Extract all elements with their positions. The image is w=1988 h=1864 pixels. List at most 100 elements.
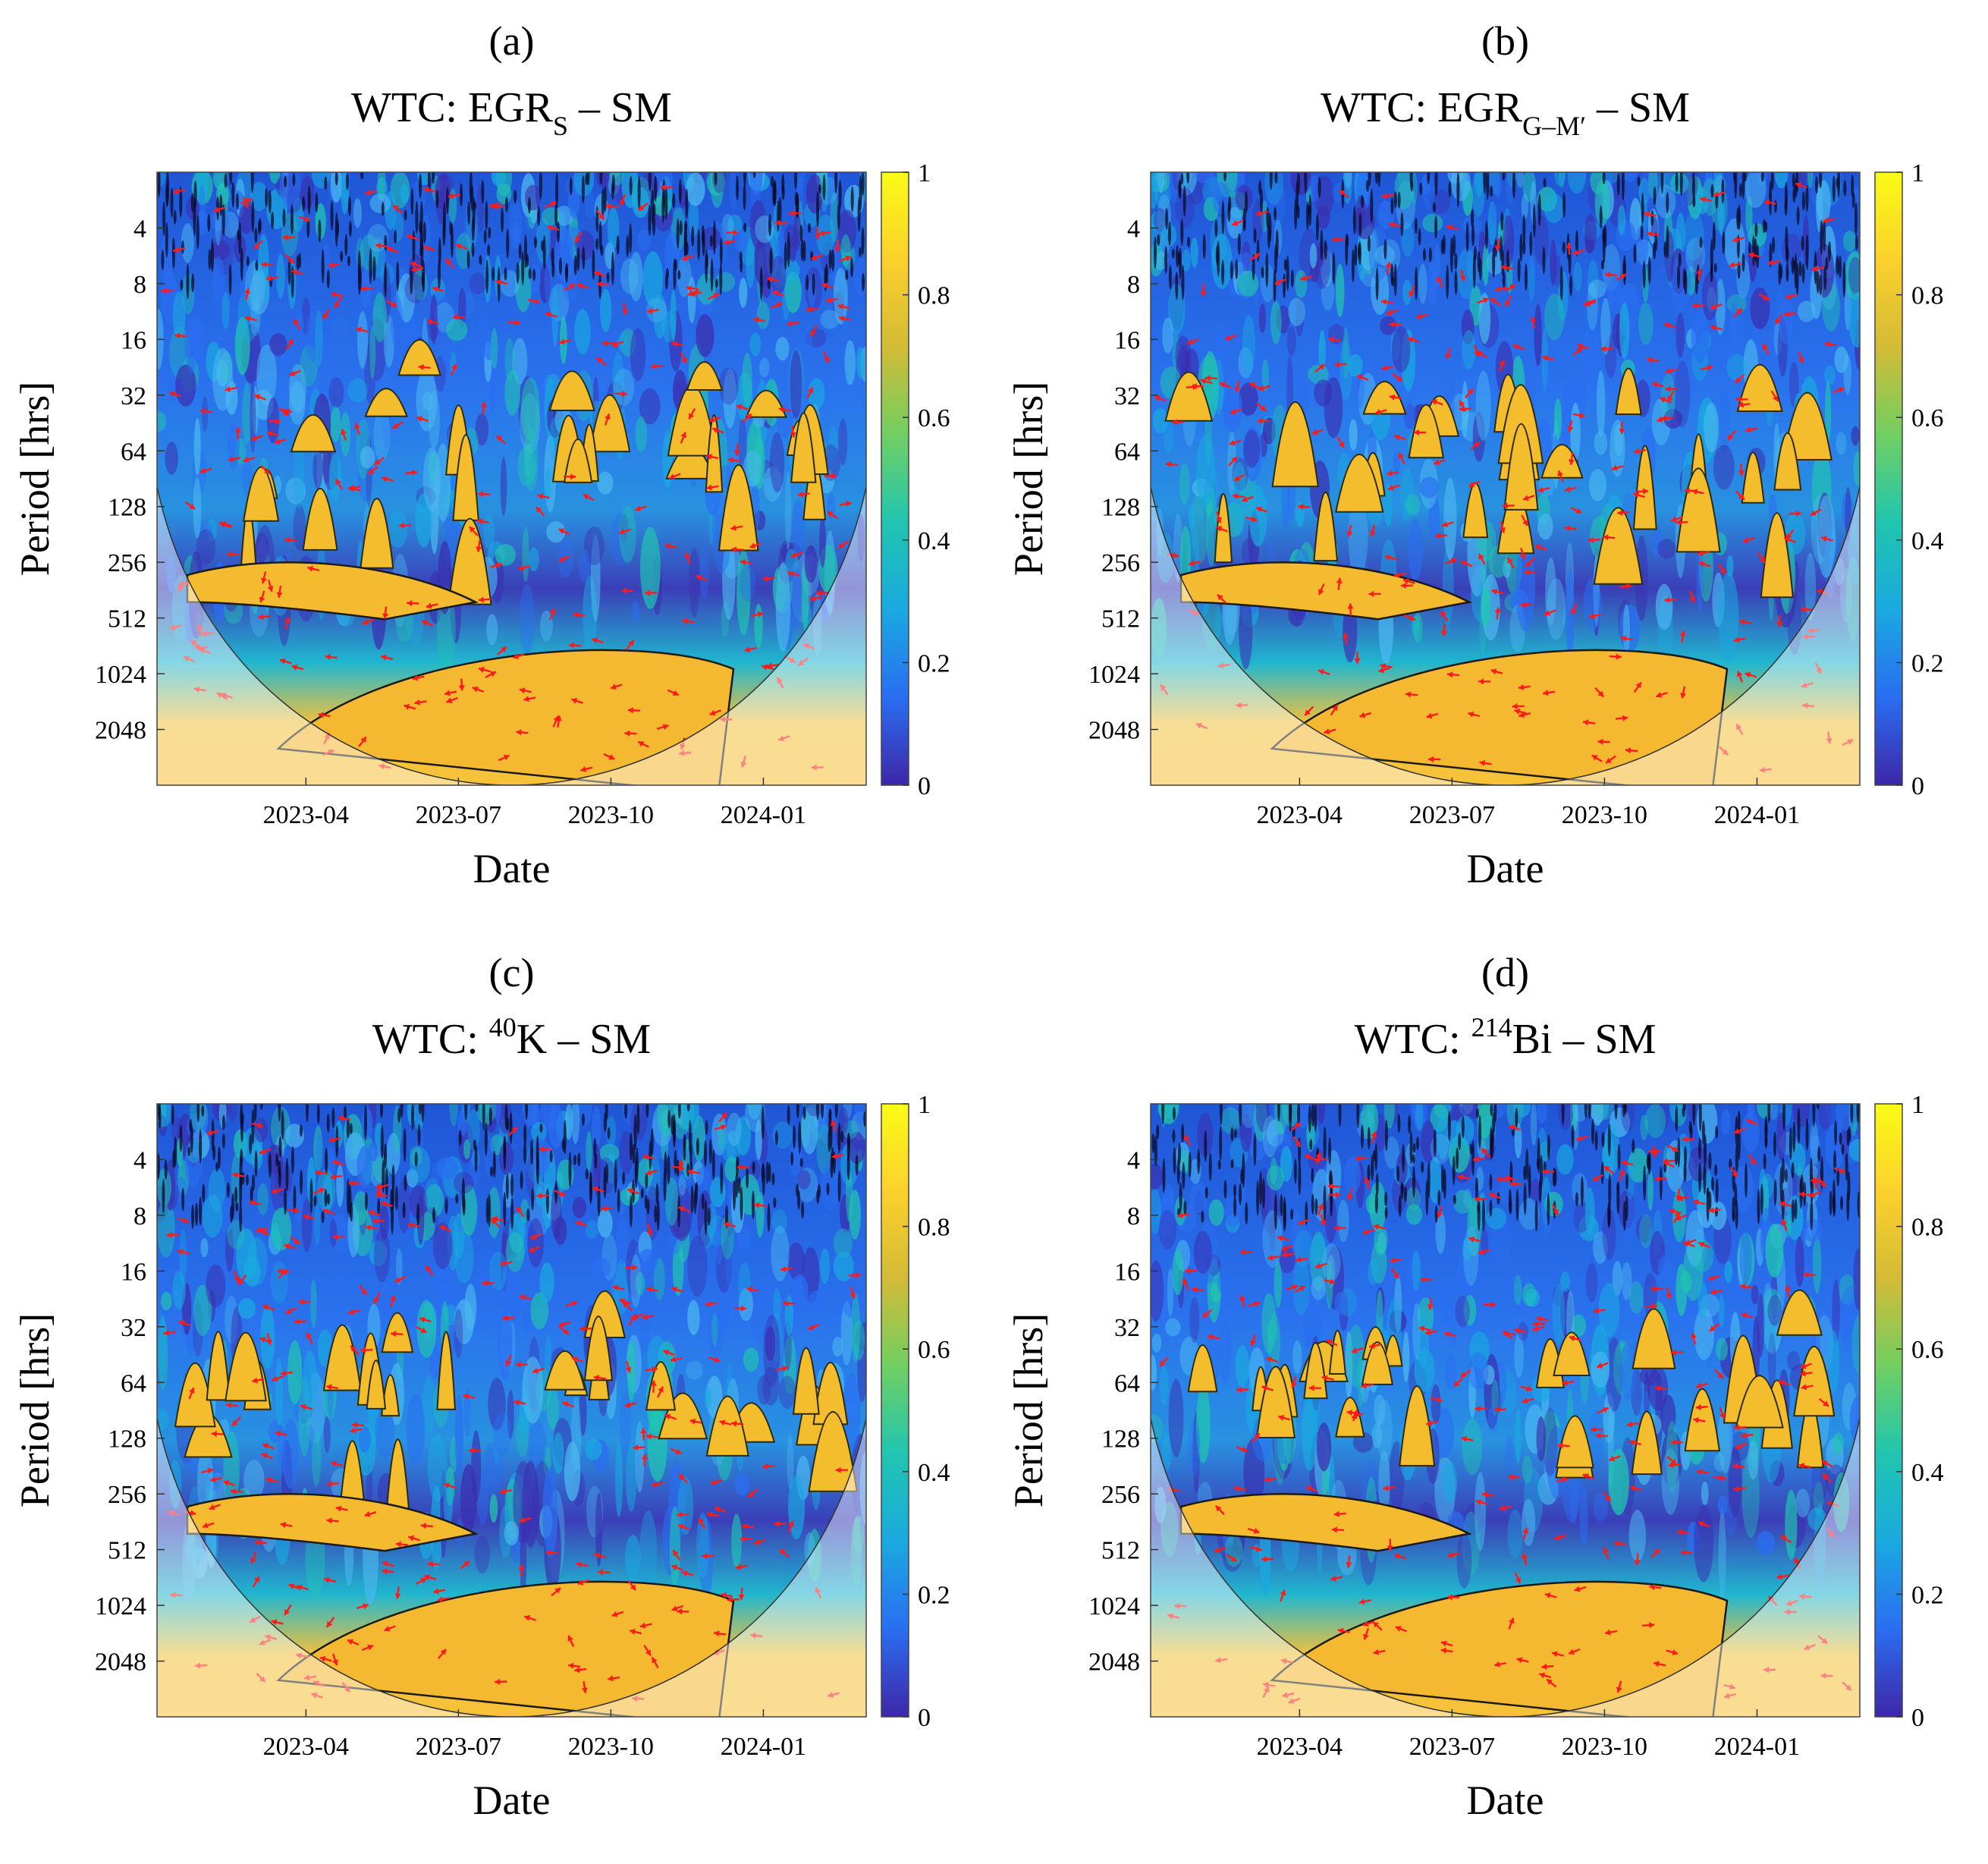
- y-tick-label: 32: [1114, 1314, 1140, 1342]
- colorbar: [1874, 1103, 1903, 1718]
- colorbar-tick-label: 0.4: [918, 1459, 950, 1487]
- y-tick-label: 256: [1101, 549, 1140, 577]
- cone-of-influence: [157, 1418, 866, 1717]
- wtc-chart: (d) WTC: 214Bi – SM 4 8 16 32 64 128 256 512 1024 2…: [1006, 950, 1944, 1823]
- coherence-map: [1151, 1104, 1860, 1717]
- colorbar-tick-label: 0.4: [1911, 1459, 1944, 1487]
- panel-label: (b): [1481, 18, 1529, 64]
- y-tick-label: 512: [108, 605, 146, 633]
- colorbar-tick-label: 0.2: [1911, 649, 1944, 677]
- x-tick-label: 2024-01: [1714, 1733, 1800, 1761]
- x-tick-label: 2023-07: [416, 801, 501, 829]
- chart-title: WTC: EGRS – SM: [351, 84, 672, 141]
- panel-b: (b) WTC: EGRG–M′ – SM 4 8 16 32 64 128 256 512 102…: [994, 0, 1987, 932]
- y-tick-label: 16: [1114, 1258, 1140, 1286]
- x-tick-label: 2023-07: [1409, 801, 1495, 829]
- y-tick-label: 32: [121, 382, 146, 410]
- y-tick-label: 4: [133, 1146, 146, 1174]
- x-tick-label: 2023-07: [416, 1733, 501, 1761]
- y-tick-label: 64: [1114, 438, 1140, 466]
- x-tick-label: 2023-10: [568, 801, 654, 829]
- colorbar-tick-label: 0.8: [918, 282, 950, 310]
- cone-of-influence: [1151, 1418, 1860, 1717]
- colorbar-tick-label: 0: [918, 772, 931, 800]
- coherence-map: [157, 172, 866, 785]
- x-tick-label: 2023-04: [1257, 801, 1343, 829]
- x-tick-label: 2023-07: [1409, 1733, 1495, 1761]
- x-tick-label: 2024-01: [721, 801, 806, 829]
- colorbar-tick-label: 0.8: [1911, 282, 1944, 310]
- y-tick-label: 16: [121, 326, 146, 354]
- phase-arrows: [163, 1111, 861, 1702]
- y-tick-label: 8: [133, 1202, 146, 1231]
- chart-title: WTC: EGRG–M′ – SM: [1321, 84, 1690, 141]
- x-tick-label: 2023-04: [263, 1733, 349, 1761]
- phase-arrows: [161, 184, 852, 772]
- chart-title: WTC: 40K – SM: [372, 1012, 651, 1063]
- colorbar-tick-label: 0.2: [918, 1581, 950, 1609]
- x-tick-label: 2023-04: [1257, 1733, 1343, 1761]
- y-tick-label: 8: [1127, 271, 1140, 299]
- y-tick-label: 64: [121, 438, 146, 466]
- y-tick-label: 2048: [1088, 1649, 1140, 1677]
- y-tick-label: 256: [108, 1481, 146, 1509]
- coherence-band: [276, 649, 735, 785]
- colorbar-tick-label: 1: [1911, 1091, 1924, 1119]
- colorbar-tick-label: 1: [918, 159, 931, 187]
- x-tick-label: 2023-10: [568, 1733, 654, 1761]
- x-tick-label: 2023-04: [263, 801, 349, 829]
- cone-of-influence: [157, 486, 866, 785]
- colorbar-tick-label: 0.6: [918, 1336, 950, 1364]
- colorbar-tick-label: 0.6: [1911, 1336, 1944, 1364]
- y-axis-label: Period [hrs]: [12, 382, 58, 576]
- colorbar-tick-label: 0.6: [918, 404, 950, 432]
- colorbar-tick-label: 0.4: [1911, 527, 1944, 555]
- wtc-chart: (b)WTC: EGRG–M′ – SM48163264128256512102…: [1006, 18, 1944, 891]
- y-tick-label: 64: [121, 1369, 146, 1397]
- cone-of-influence: [1151, 486, 1860, 785]
- phase-arrows: [1154, 182, 1854, 773]
- x-tick-label: 2023-10: [1562, 801, 1647, 829]
- colorbar-tick-label: 0.2: [1911, 1581, 1944, 1609]
- y-tick-label: 1024: [1088, 661, 1140, 689]
- colorbar-tick-label: 0.4: [918, 527, 950, 555]
- x-tick-label: 2023-10: [1562, 1733, 1647, 1761]
- colorbar-tick-label: 0.6: [1911, 404, 1944, 432]
- y-tick-label: 512: [1101, 1537, 1140, 1565]
- y-tick-label: 8: [1127, 1202, 1140, 1231]
- y-tick-label: 64: [1114, 1369, 1140, 1397]
- coherence-band: [1270, 649, 1729, 785]
- panel-label: (c): [489, 950, 535, 995]
- coherence-band: [276, 1580, 735, 1717]
- y-tick-label: 128: [108, 494, 146, 522]
- panel-c: (c) WTC: 40K – SM 4 8 16 32 64 128 256 512 1024 204…: [0, 932, 994, 1863]
- x-axis-label: Date: [1467, 846, 1544, 891]
- y-tick-label: 4: [133, 215, 146, 243]
- y-tick-label: 256: [1101, 1481, 1140, 1509]
- wtc-chart: (a) WTC: EGRS – SM 4 8 16 32 64 128 256 512 1024 20…: [12, 18, 950, 891]
- coherence-map: [1151, 172, 1860, 785]
- y-tick-label: 4: [1127, 1146, 1140, 1174]
- chart-title: WTC: 214Bi – SM: [1355, 1012, 1657, 1063]
- y-tick-label: 32: [1114, 382, 1140, 410]
- y-tick-label: 128: [1101, 494, 1140, 522]
- x-tick-label: 2024-01: [1714, 801, 1800, 829]
- y-tick-label: 32: [121, 1314, 146, 1342]
- y-tick-label: 1024: [95, 1592, 146, 1620]
- x-axis-label: Date: [1467, 1778, 1544, 1823]
- y-tick-label: 128: [1101, 1426, 1140, 1454]
- colorbar: [881, 171, 909, 786]
- panel-d: (d) WTC: 214Bi – SM 4 8 16 32 64 128 256 512 1024 2…: [994, 932, 1987, 1863]
- x-axis-label: Date: [473, 846, 551, 891]
- colorbar-tick-label: 0: [918, 1704, 931, 1732]
- x-axis-label: Date: [473, 1778, 551, 1823]
- colorbar-tick-label: 0.8: [918, 1214, 950, 1242]
- y-tick-label: 1024: [95, 661, 146, 689]
- wtc-chart: (c) WTC: 40K – SM 4 8 16 32 64 128 256 512 1024 204…: [12, 950, 950, 1823]
- y-axis-label: Period [hrs]: [12, 1313, 58, 1507]
- colorbar-tick-label: 0.2: [918, 649, 950, 677]
- coherence-band: [1270, 1580, 1729, 1717]
- panel-a: (a) WTC: EGRS – SM 4 8 16 32 64 128 256 512 1024 20…: [0, 0, 994, 932]
- y-tick-label: 1024: [1088, 1592, 1140, 1620]
- colorbar: [1874, 171, 1903, 786]
